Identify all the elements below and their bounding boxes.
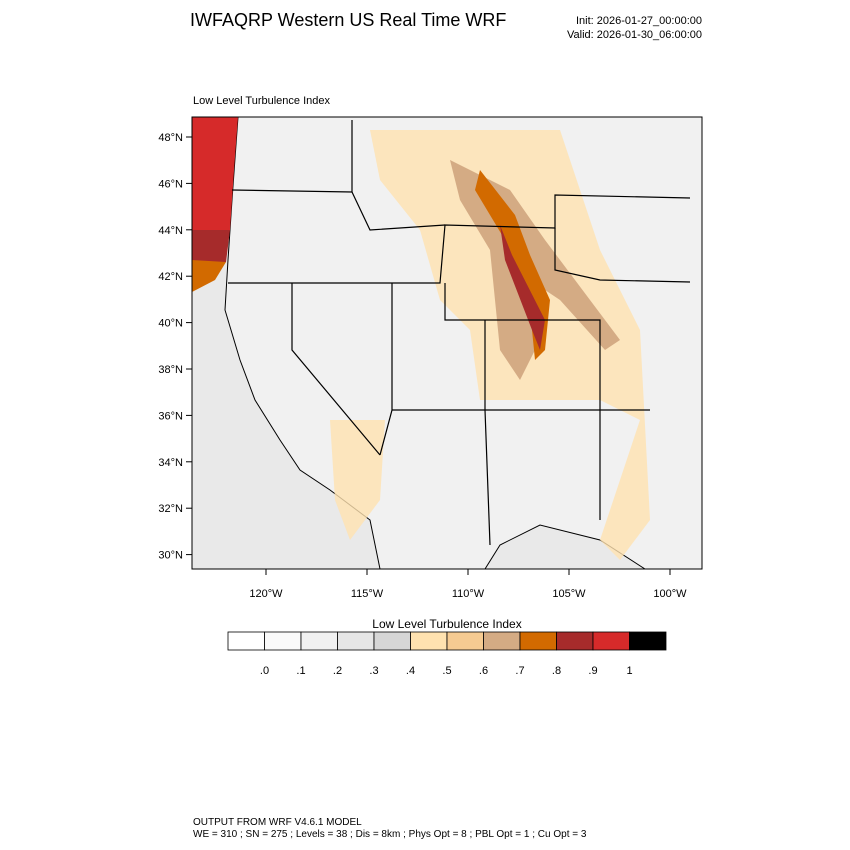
colorbar-box	[300, 631, 338, 651]
colorbar-box	[592, 631, 630, 651]
footer-line: WE = 310 ; SN = 275 ; Levels = 38 ; Dis …	[193, 829, 587, 840]
lat-label: 38°N	[158, 364, 183, 376]
valid-time: Valid: 2026-01-30_06:00:00	[567, 29, 702, 41]
colorbar-box	[519, 631, 557, 651]
lon-label: 110°W	[452, 588, 485, 600]
map-axes: 48°N 46°N 44°N 42°N 40°N 38°N 36°N 34°N 32°N 30°N…	[158, 132, 687, 600]
colorbar-label: .3	[369, 665, 378, 677]
colorbar-label: .1	[296, 665, 305, 677]
colorbar-label: .6	[479, 665, 488, 677]
lat-label: 32°N	[158, 503, 183, 515]
lat-label: 30°N	[158, 550, 183, 562]
colorbar-box	[264, 631, 302, 651]
colorbar-label: .0	[260, 665, 269, 677]
map-subtitle: Low Level Turbulence Index	[193, 95, 330, 107]
lat-label: 34°N	[158, 457, 183, 469]
lat-label: 42°N	[158, 271, 183, 283]
lat-label: 48°N	[158, 132, 183, 144]
colorbar: .0 .1 .2 .3 .4 .5 .6 .7 .8 .9 1	[227, 631, 667, 677]
title: IWFAQRP Western US Real Time WRF	[190, 10, 506, 30]
lon-label: 105°W	[552, 588, 586, 600]
lat-label: 36°N	[158, 410, 183, 422]
colorbar-box	[483, 631, 521, 651]
init-time: Init: 2026-01-27_00:00:00	[576, 15, 702, 27]
colorbar-label: .9	[588, 665, 597, 677]
colorbar-box	[410, 631, 448, 651]
lon-label: 100°W	[653, 588, 687, 600]
colorbar-label: .5	[442, 665, 451, 677]
map	[191, 116, 703, 570]
lon-label: 115°W	[351, 588, 384, 600]
colorbar-box	[227, 631, 265, 651]
colorbar-label: .2	[333, 665, 342, 677]
colorbar-box	[373, 631, 411, 651]
lat-label: 40°N	[158, 318, 183, 330]
colorbar-box	[629, 631, 667, 651]
colorbar-box	[337, 631, 375, 651]
colorbar-title: Low Level Turbulence Index	[372, 617, 521, 631]
map-frame	[191, 116, 703, 570]
colorbar-label: .7	[515, 665, 524, 677]
turbulence-land	[500, 225, 545, 350]
turbulence-ocean	[192, 260, 226, 292]
turbulence-land	[330, 420, 385, 540]
lon-label: 120°W	[249, 588, 283, 600]
colorbar-label: .8	[552, 665, 561, 677]
colorbar-box	[446, 631, 484, 651]
lat-label: 44°N	[158, 225, 183, 237]
lat-label: 46°N	[158, 178, 183, 190]
colorbar-box	[556, 631, 594, 651]
colorbar-label: .4	[406, 665, 415, 677]
footer-line: OUTPUT FROM WRF V4.6.1 MODEL	[193, 817, 362, 828]
colorbar-label: 1	[626, 665, 632, 677]
state-borders	[228, 120, 691, 546]
